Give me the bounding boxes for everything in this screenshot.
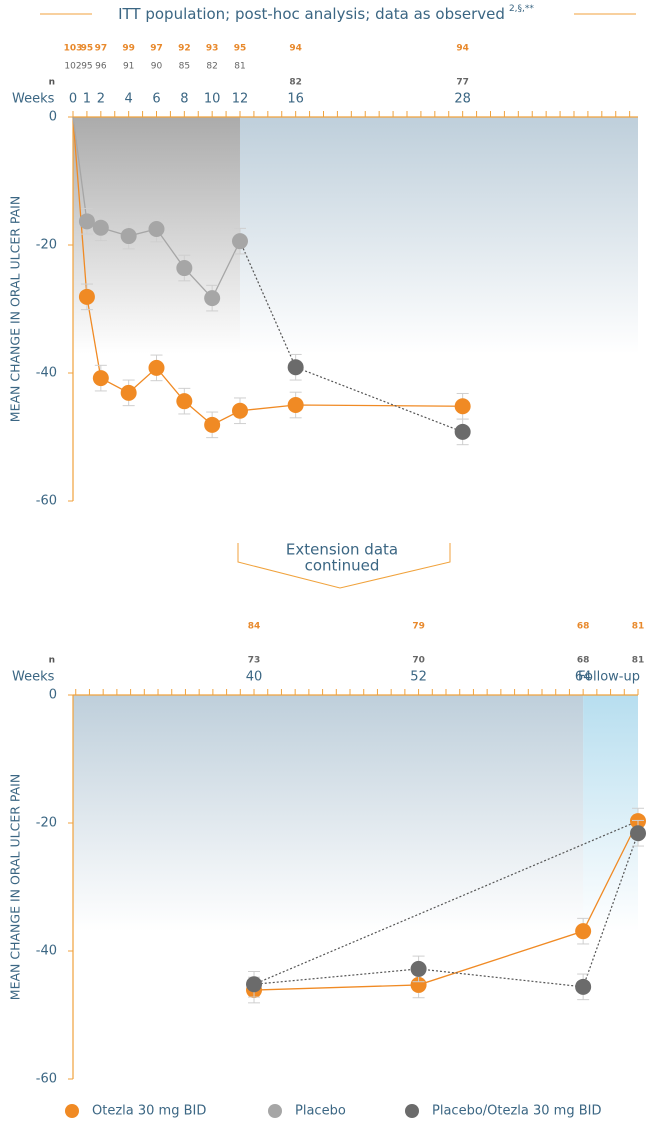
n-count: 79: [412, 622, 425, 632]
y-tick-label: 0: [49, 688, 57, 703]
annotation: Extension data: [286, 541, 398, 559]
data-point: [204, 416, 221, 433]
data-point: [287, 397, 304, 413]
n-count: 82: [206, 62, 217, 72]
n-count: 81: [234, 62, 245, 72]
data-point: [92, 370, 109, 387]
data-point: [410, 960, 427, 977]
x-tick-label: 2: [97, 92, 105, 107]
data-point: [120, 228, 137, 245]
n-count: 92: [178, 44, 191, 54]
legend-label: Placebo/Otezla 30 mg BID: [432, 1104, 602, 1119]
n-count: 102: [64, 62, 81, 72]
data-point: [176, 393, 193, 410]
y-tick-label: -20: [36, 238, 57, 253]
x-tick-label: 8: [180, 92, 188, 107]
n-count: 68: [577, 622, 590, 632]
shaded-region: [239, 117, 639, 354]
data-point: [575, 923, 592, 940]
n-count: 70: [412, 656, 425, 666]
n-count: 91: [123, 62, 134, 72]
x-tick-label: 16: [287, 92, 304, 107]
n-count: 95: [81, 44, 94, 54]
shaded-region: [583, 695, 638, 932]
n-label: n: [49, 78, 55, 88]
n-label: n: [49, 656, 55, 666]
n-count: 96: [95, 62, 107, 72]
x-axis-label: Weeks: [12, 670, 55, 685]
y-tick-label: 0: [49, 110, 57, 125]
n-count: 93: [206, 44, 219, 54]
x-tick-label: Follow-up: [578, 670, 640, 685]
y-axis-label: MEAN CHANGE IN ORAL ULCER PAIN: [8, 774, 23, 1000]
data-point: [246, 976, 263, 993]
n-count: 99: [122, 44, 135, 54]
n-count: 103: [64, 44, 83, 54]
series-line: [253, 820, 639, 991]
n-count: 94: [289, 44, 302, 54]
y-tick-label: -60: [36, 1072, 57, 1087]
n-count: 68: [577, 656, 590, 666]
data-point: [78, 213, 95, 230]
x-tick-label: 12: [232, 92, 249, 107]
x-tick-label: 10: [204, 92, 221, 107]
legend-label: Otezla 30 mg BID: [92, 1104, 206, 1119]
n-count: 95: [234, 44, 247, 54]
y-axis-label: MEAN CHANGE IN ORAL ULCER PAIN: [8, 196, 23, 422]
n-count: 81: [632, 656, 645, 666]
data-point: [120, 384, 137, 401]
legend-label: Placebo: [295, 1104, 346, 1119]
n-count: 82: [289, 78, 302, 88]
x-tick-label: 28: [454, 92, 471, 107]
data-point: [231, 233, 248, 250]
legend-marker: [65, 1104, 79, 1118]
title-text: ITT population; post-hoc analysis; data …: [118, 5, 505, 23]
data-point: [231, 402, 248, 419]
data-point: [410, 976, 427, 993]
x-tick-label: 1: [83, 92, 91, 107]
n-count: 90: [151, 62, 163, 72]
data-point: [204, 290, 221, 307]
data-point: [78, 288, 95, 305]
x-tick-label: 64: [575, 670, 592, 685]
y-tick-label: -60: [36, 494, 57, 509]
data-point: [148, 359, 165, 376]
data-point: [287, 359, 304, 376]
n-count: 94: [456, 44, 469, 54]
n-count: 77: [456, 78, 469, 88]
data-point: [454, 398, 471, 415]
data-point: [630, 825, 646, 842]
data-point: [148, 221, 165, 237]
x-axis-label: Weeks: [12, 92, 55, 107]
series-line: [72, 116, 463, 426]
data-point: [575, 978, 592, 995]
data-point: [92, 219, 109, 236]
x-tick-label: 0: [69, 92, 77, 107]
y-tick-label: -40: [36, 944, 57, 959]
n-count: 84: [248, 622, 261, 632]
x-tick-label: 6: [152, 92, 160, 107]
n-count: 97: [150, 44, 163, 54]
chart-title: ITT population; post-hoc analysis; data …: [118, 4, 534, 23]
y-tick-label: -20: [36, 816, 57, 831]
legend-marker: [268, 1104, 282, 1118]
data-point: [454, 423, 471, 440]
annotation: continued: [305, 557, 380, 575]
n-count: 73: [248, 656, 261, 666]
x-tick-label: 4: [125, 92, 133, 107]
x-tick-label: 52: [410, 670, 427, 685]
n-count: 85: [179, 62, 190, 72]
n-count: 95: [81, 62, 92, 72]
legend-marker: [405, 1104, 419, 1118]
data-point: [176, 260, 193, 277]
shaded-region: [73, 695, 584, 932]
n-count: 97: [95, 44, 108, 54]
title-superscript: 2,§,**: [509, 4, 534, 14]
y-tick-label: -40: [36, 366, 57, 381]
n-count: 81: [632, 622, 645, 632]
extension-bracket: [237, 543, 451, 589]
x-tick-label: 40: [246, 670, 263, 685]
